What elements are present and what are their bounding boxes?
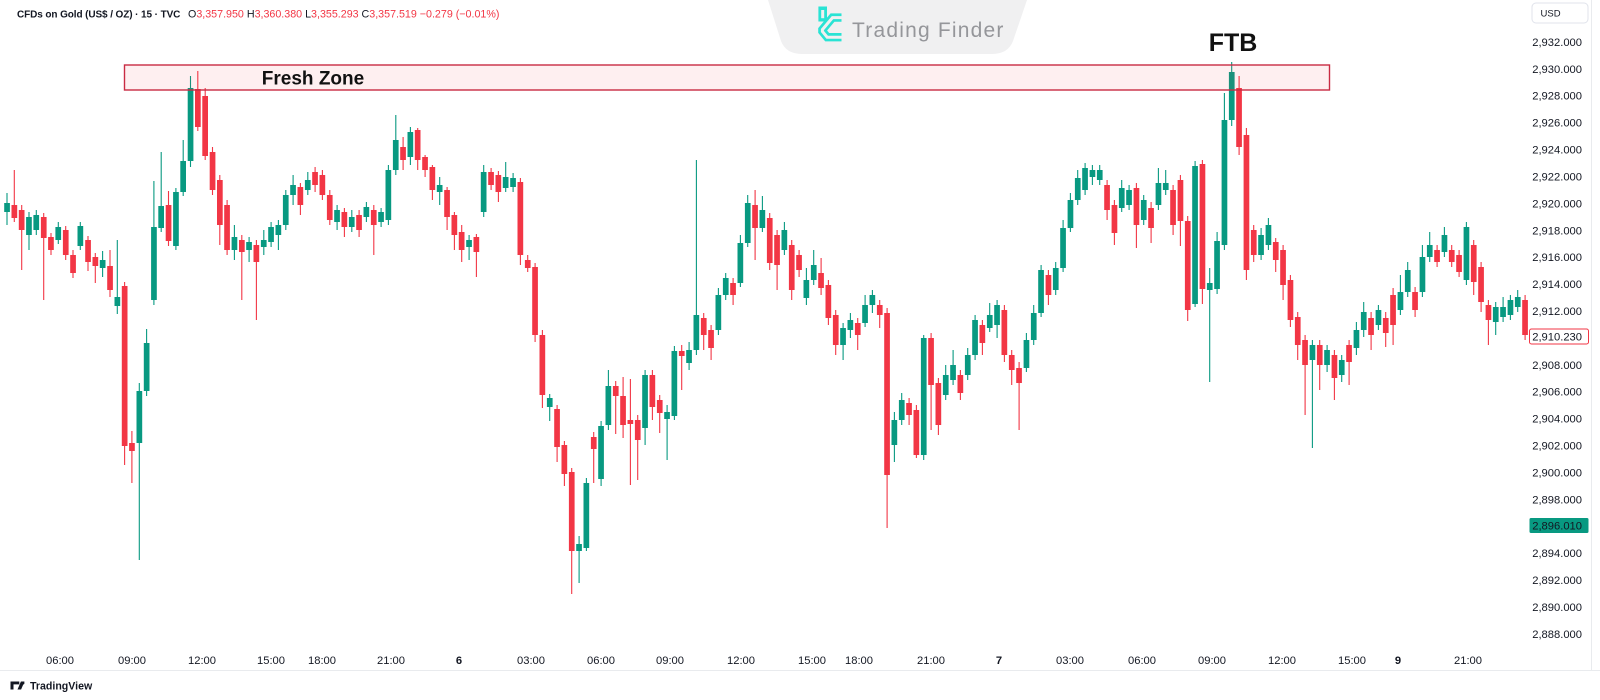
svg-text:09:00: 09:00 <box>1198 655 1226 667</box>
svg-text:2,924.000: 2,924.000 <box>1532 145 1582 157</box>
svg-text:2,912.000: 2,912.000 <box>1532 306 1582 318</box>
svg-text:2,902.000: 2,902.000 <box>1532 441 1582 453</box>
svg-text:O3,357.950 H3,360.380 L3,355.2: O3,357.950 H3,360.380 L3,355.293 C3,357.… <box>188 9 499 21</box>
svg-text:FTB: FTB <box>1209 29 1258 57</box>
svg-text:2,916.000: 2,916.000 <box>1532 252 1582 264</box>
svg-text:2,920.000: 2,920.000 <box>1532 198 1582 210</box>
svg-text:CFDs on Gold (US$ / OZ) · 15 ·: CFDs on Gold (US$ / OZ) · 15 · TVC <box>17 10 180 21</box>
svg-text:2,888.000: 2,888.000 <box>1532 629 1582 641</box>
svg-text:18:00: 18:00 <box>845 655 873 667</box>
svg-text:2,926.000: 2,926.000 <box>1532 118 1582 130</box>
svg-text:21:00: 21:00 <box>377 655 405 667</box>
svg-text:12:00: 12:00 <box>188 655 216 667</box>
svg-text:21:00: 21:00 <box>917 655 945 667</box>
svg-text:09:00: 09:00 <box>118 655 146 667</box>
svg-text:2,898.000: 2,898.000 <box>1532 494 1582 506</box>
svg-text:12:00: 12:00 <box>1268 655 1296 667</box>
svg-text:06:00: 06:00 <box>587 655 615 667</box>
svg-text:2,918.000: 2,918.000 <box>1532 225 1582 237</box>
svg-text:2,906.000: 2,906.000 <box>1532 387 1582 399</box>
svg-text:2,930.000: 2,930.000 <box>1532 64 1582 76</box>
svg-text:15:00: 15:00 <box>798 655 826 667</box>
svg-text:9: 9 <box>1395 655 1401 667</box>
svg-text:06:00: 06:00 <box>46 655 74 667</box>
svg-text:USD: USD <box>1541 9 1561 20</box>
svg-text:06:00: 06:00 <box>1128 655 1156 667</box>
svg-text:Fresh Zone: Fresh Zone <box>262 69 364 90</box>
svg-text:03:00: 03:00 <box>517 655 545 667</box>
svg-text:12:00: 12:00 <box>727 655 755 667</box>
svg-text:2,910.230: 2,910.230 <box>1532 332 1582 344</box>
svg-text:15:00: 15:00 <box>1338 655 1366 667</box>
svg-text:2,914.000: 2,914.000 <box>1532 279 1582 291</box>
svg-text:2,892.000: 2,892.000 <box>1532 575 1582 587</box>
svg-text:03:00: 03:00 <box>1056 655 1084 667</box>
svg-text:6: 6 <box>456 655 462 667</box>
svg-text:2,894.000: 2,894.000 <box>1532 548 1582 560</box>
svg-text:21:00: 21:00 <box>1454 655 1482 667</box>
svg-text:2,928.000: 2,928.000 <box>1532 91 1582 103</box>
svg-text:2,896.010: 2,896.010 <box>1532 521 1582 533</box>
svg-text:2,932.000: 2,932.000 <box>1532 37 1582 49</box>
svg-text:15:00: 15:00 <box>257 655 285 667</box>
svg-text:2,900.000: 2,900.000 <box>1532 467 1582 479</box>
svg-text:2,904.000: 2,904.000 <box>1532 414 1582 426</box>
svg-text:7: 7 <box>996 655 1002 667</box>
svg-text:Trading Finder: Trading Finder <box>852 19 1005 42</box>
svg-text:TradingView: TradingView <box>30 681 93 693</box>
svg-text:18:00: 18:00 <box>308 655 336 667</box>
svg-text:2,890.000: 2,890.000 <box>1532 602 1582 614</box>
svg-text:09:00: 09:00 <box>656 655 684 667</box>
svg-text:2,922.000: 2,922.000 <box>1532 171 1582 183</box>
svg-text:2,908.000: 2,908.000 <box>1532 360 1582 372</box>
